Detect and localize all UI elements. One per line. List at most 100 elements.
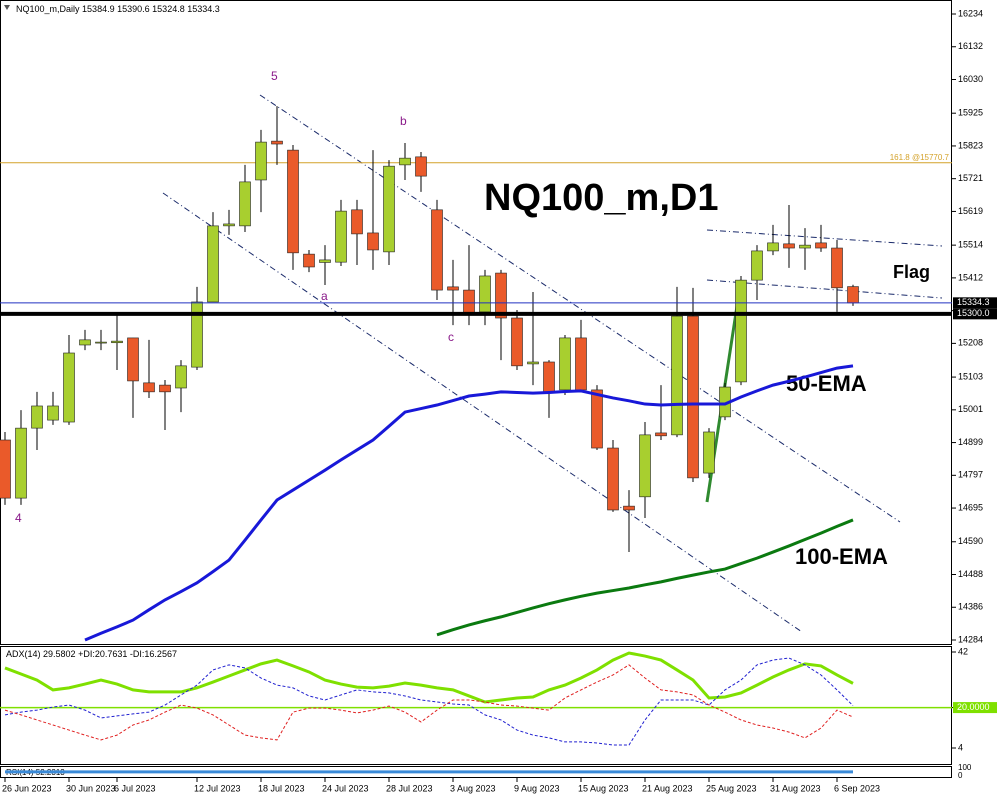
flag-label: Flag [893, 262, 930, 282]
candle-body [751, 250, 763, 281]
candle-body [847, 286, 859, 304]
header-open: 15384.9 [82, 4, 115, 14]
y-tick-label: 16030 [958, 74, 983, 84]
candle-body [655, 432, 667, 437]
candle-body [575, 337, 587, 391]
price-panel-frame [0, 0, 952, 645]
candle-body [383, 165, 395, 253]
chart-title: NQ100_m,D1 [484, 177, 718, 219]
y-tick-label: 4 [958, 742, 963, 752]
x-tick-label: 18 Jul 2023 [258, 783, 305, 793]
ema-label: 50-EMA [786, 371, 867, 396]
candle-body [671, 315, 683, 436]
candle-body [831, 247, 843, 289]
header-icon [4, 5, 10, 10]
y-tick-label: 16234 [958, 8, 983, 18]
level-label-box [953, 297, 997, 309]
x-tick-label: 26 Jun 2023 [2, 783, 52, 793]
candle-body [527, 361, 539, 365]
candle-body [799, 244, 811, 249]
x-tick-label: 31 Aug 2023 [770, 783, 821, 793]
candle-body [735, 279, 747, 383]
candle-body [767, 242, 779, 252]
adx-name: ADX(14) [6, 649, 41, 659]
y-tick-label: 14899 [958, 437, 983, 447]
candle-body [591, 389, 603, 449]
candle-body [351, 209, 363, 235]
y-tick-label: 100 [958, 763, 972, 772]
candle-body [79, 339, 91, 346]
x-tick-label: 25 Aug 2023 [706, 783, 757, 793]
candle-body [255, 141, 267, 181]
candle-body [143, 382, 155, 393]
y-tick-label: 14386 [958, 602, 983, 612]
mdi-value: 16.2567 [144, 649, 177, 659]
candle-body [207, 225, 219, 303]
candle-body [111, 340, 123, 344]
candle-body [0, 439, 11, 499]
y-tick-label: 15208 [958, 338, 983, 348]
candle-body [191, 301, 203, 368]
candle-body [95, 341, 107, 344]
candle-body [783, 243, 795, 249]
y-tick-label: 0 [958, 771, 963, 780]
header-high: 15390.6 [117, 4, 150, 14]
adx-line [4, 651, 854, 704]
candle-body [511, 317, 523, 367]
y-tick-label: 14695 [958, 502, 983, 512]
level-label-box [953, 308, 997, 320]
y-tick-label: 15001 [958, 404, 983, 414]
ema-line [436, 518, 854, 637]
x-tick-label: 6 Jul 2023 [114, 783, 156, 793]
channel-upper [259, 94, 901, 523]
candle-body [127, 337, 139, 382]
candle-body [335, 210, 347, 263]
wave-label: 4 [15, 511, 22, 525]
y-tick-label: 15925 [958, 108, 983, 118]
y-tick-label: 15619 [958, 206, 983, 216]
ema-line [84, 364, 854, 642]
ema-label: 100-EMA [795, 544, 888, 569]
rsi-panel-frame [0, 766, 952, 778]
candle-body [223, 223, 235, 227]
candle-body [463, 289, 475, 315]
y-tick-label: 16132 [958, 41, 983, 51]
y-tick-label: 15823 [958, 140, 983, 150]
adx-panel-frame [0, 646, 952, 765]
candle-body [607, 447, 619, 511]
header-close: 15334.3 [187, 4, 220, 14]
mdi-name: -DI: [130, 649, 145, 659]
y-tick-label: 14797 [958, 470, 983, 480]
fib-label: 161.8 @15770.7 [890, 153, 950, 162]
candle-body [159, 384, 171, 393]
y-tick-label: 15103 [958, 371, 983, 381]
x-tick-label: 28 Jul 2023 [386, 783, 433, 793]
level-label-box [953, 702, 997, 714]
candle-body [623, 505, 635, 511]
x-tick-label: 15 Aug 2023 [578, 783, 629, 793]
pdi-name: +DI: [78, 649, 95, 659]
candle-body [287, 149, 299, 254]
x-tick-label: 9 Aug 2023 [514, 783, 560, 793]
candle-body [15, 427, 27, 499]
candle-body [447, 286, 459, 291]
x-tick-label: 30 Jun 2023 [66, 783, 116, 793]
wave-label: a [321, 289, 328, 303]
candle-body [543, 361, 555, 394]
pdi-value: 20.7631 [95, 649, 128, 659]
candle-body [47, 405, 59, 421]
candle-body [31, 405, 43, 429]
candle-body [703, 431, 715, 474]
x-tick-label: 3 Aug 2023 [450, 783, 496, 793]
y-tick-label: 14488 [958, 569, 983, 579]
y-tick-label: 42 [958, 646, 968, 656]
candle-body [559, 337, 571, 391]
candle-body [319, 259, 331, 263]
header-symbol: NQ100_m,Daily [16, 4, 80, 14]
y-tick-label: 14590 [958, 536, 983, 546]
y-tick-label: 15412 [958, 272, 983, 282]
x-tick-label: 12 Jul 2023 [194, 783, 241, 793]
adx-value: 29.5802 [43, 649, 76, 659]
candle-body [415, 156, 427, 177]
